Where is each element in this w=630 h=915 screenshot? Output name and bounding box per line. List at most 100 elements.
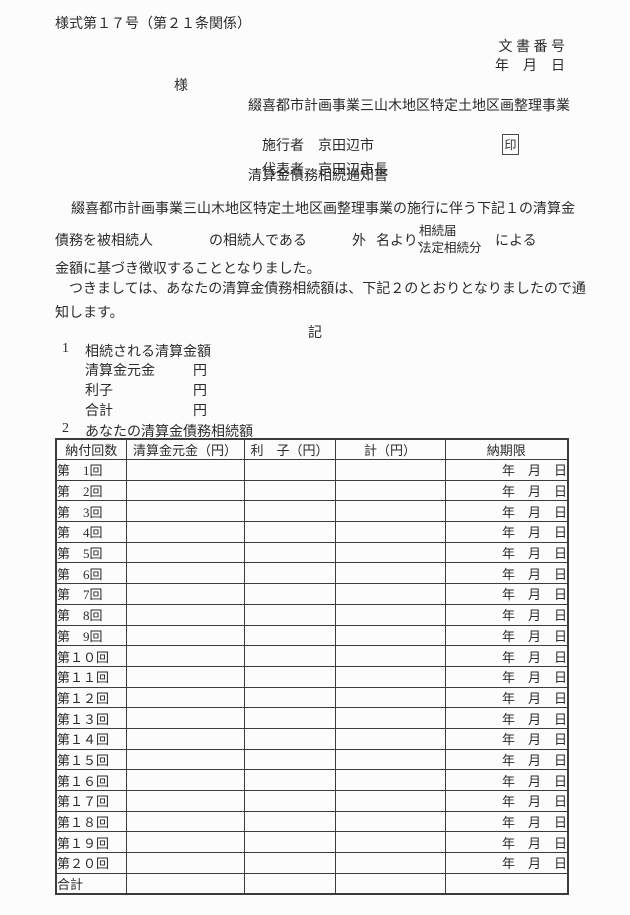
principal-cell (125, 645, 245, 667)
installment-label-cell: 第 3回 (55, 500, 127, 523)
interest-cell (243, 852, 336, 874)
principal-cell (125, 810, 245, 833)
table-row: 第１５回 年 月 日 (55, 748, 569, 771)
hoka-label: 外 (352, 234, 366, 249)
table-row: 第１４回 年 月 日 (55, 727, 569, 750)
principal-cell (125, 790, 245, 812)
principal-cell (125, 727, 245, 750)
installment-label-cell: 合計 (55, 872, 127, 895)
installment-label-cell: 第１９回 (55, 831, 127, 854)
due-date-cell: 年 月 日 (444, 624, 569, 647)
due-date-cell: 年 月 日 (444, 583, 569, 605)
project-name: 綴喜都市計画事業三山木地区特定土地区画整理事業 (248, 99, 570, 114)
section1-heading: 相続される清算金額 (85, 345, 211, 360)
due-date-cell: 年 月 日 (444, 810, 569, 833)
header-due-date: 納期限 (444, 438, 569, 460)
table-row: 第 2回 年 月 日 (55, 479, 569, 502)
table-row: 第２０回 年 月 日 (55, 852, 569, 874)
principal-cell (125, 479, 245, 502)
table-row: 第 8回 年 月 日 (55, 603, 569, 626)
installment-label-cell: 第 6回 (55, 562, 127, 585)
total-cell (334, 500, 446, 523)
due-date-cell: 年 月 日 (444, 541, 569, 564)
principal-cell (125, 769, 245, 791)
interest-cell (243, 541, 336, 564)
table-row: 第 3回 年 月 日 (55, 500, 569, 523)
interest-cell (243, 665, 336, 688)
total-cell (334, 459, 446, 481)
interest-cell (243, 521, 336, 543)
installment-label-cell: 第２０回 (55, 852, 127, 874)
executor-label: 施行者 (262, 139, 304, 154)
principal-cell (125, 541, 245, 564)
principal-cell (125, 624, 245, 647)
total-cell (334, 748, 446, 771)
interest-cell (243, 831, 336, 854)
table-row: 第 6回 年 月 日 (55, 562, 569, 585)
installment-label-cell: 第１３回 (55, 707, 127, 729)
interest-cell (243, 603, 336, 626)
due-date-cell: 年 月 日 (444, 707, 569, 729)
form-number: 様式第１７号（第２１条関係） (55, 17, 251, 32)
stacked-choice-bottom: 法定相続分 (419, 241, 482, 255)
payment-table-body: 第 1回年 月 日第 2回年 月 日第 3回年 月 日第 4回年 月 日第 5回… (55, 459, 569, 895)
installment-label-cell: 第 5回 (55, 541, 127, 564)
total-cell (334, 872, 446, 895)
seal-placeholder: 印 (502, 134, 519, 155)
due-date-cell: 年 月 日 (444, 562, 569, 585)
installment-label-cell: 第 8回 (55, 603, 127, 626)
total-cell (334, 831, 446, 854)
total-cell (334, 707, 446, 729)
paragraph1-line2: 債務を被相続人 の相続人である 外 名より、 相続届 法定相続分 による (55, 222, 575, 256)
principal-cell (125, 872, 245, 895)
due-date-cell: 年 月 日 (444, 769, 569, 791)
due-date-cell: 年 月 日 (444, 521, 569, 543)
heir-clause: の相続人である (209, 234, 307, 249)
installment-label-cell: 第１５回 (55, 748, 127, 771)
payment-schedule-table: 納付回数 清算金元金（円） 利 子（円） 計（円） 納期限 第 1回年 月 日第… (55, 438, 569, 896)
paragraph1-line1: 綴喜都市計画事業三山木地区特定土地区画整理事業の施行に伴う下記１の清算金 (57, 202, 575, 217)
due-date-cell: 年 月 日 (444, 645, 569, 667)
total-label: 合計 (85, 404, 113, 419)
total-cell (334, 479, 446, 502)
header-principal: 清算金元金（円） (125, 438, 245, 460)
due-date-cell: 年 月 日 (444, 748, 569, 771)
interest-cell (243, 769, 336, 791)
paragraph2-line1: つきましては、あなたの清算金債務相続額は、下記２のとおりとなりましたので通 (55, 282, 586, 297)
due-date-cell: 年 月 日 (444, 665, 569, 688)
due-date-cell: 年 月 日 (444, 479, 569, 502)
total-cell (334, 727, 446, 750)
interest-cell (243, 645, 336, 667)
total-cell (334, 624, 446, 647)
interest-cell (243, 583, 336, 605)
total-cell (334, 769, 446, 791)
due-date-cell: 年 月 日 (444, 852, 569, 874)
interest-cell (243, 727, 336, 750)
paragraph2-line2: 知します。 (55, 306, 124, 321)
interest-cell (243, 562, 336, 585)
principal-label: 清算金元金 (85, 364, 155, 379)
representative-line: 代表者 京田辺市長 (248, 143, 388, 195)
due-date-cell: 年 月 日 (444, 459, 569, 481)
installment-label-cell: 第 2回 (55, 479, 127, 502)
total-cell (334, 583, 446, 605)
addressee-suffix: 様 (174, 79, 188, 94)
section2-heading: あなたの清算金債務相続額 (85, 425, 253, 440)
table-row: 第１９回 年 月 日 (55, 831, 569, 854)
table-row: 第 1回 年 月 日 (55, 459, 569, 481)
interest-cell (243, 790, 336, 812)
principal-unit: 円 (193, 364, 207, 379)
document-number-line: 文 書 番 号 (498, 40, 566, 55)
total-cell (334, 686, 446, 709)
header-interest: 利 子（円） (243, 438, 336, 460)
total-cell (334, 665, 446, 688)
total-unit: 円 (193, 404, 207, 419)
table-row: 第 9回 年 月 日 (55, 624, 569, 647)
interest-cell (243, 707, 336, 729)
principal-cell (125, 852, 245, 874)
header-installment: 納付回数 (55, 438, 127, 460)
installment-label-cell: 第１０回 (55, 645, 127, 667)
table-row: 第１１回 年 月 日 (55, 665, 569, 688)
ki-marker: 記 (308, 326, 322, 341)
